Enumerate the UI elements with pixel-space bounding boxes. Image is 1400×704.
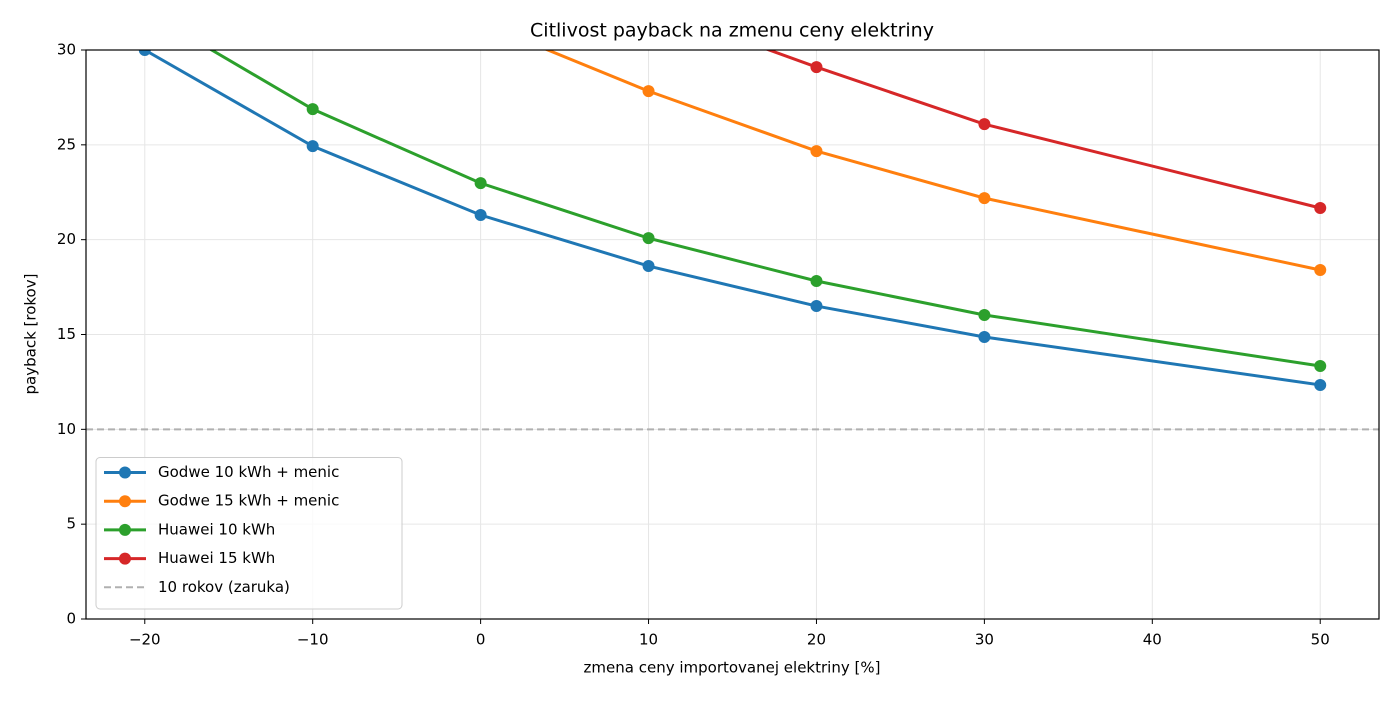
point bbox=[306, 140, 319, 153]
x-tick-label: 10 bbox=[639, 631, 658, 649]
legend-label: Godwe 10 kWh + menic bbox=[158, 463, 339, 481]
legend-label: Huawei 10 kWh bbox=[158, 520, 275, 538]
legend-marker bbox=[119, 495, 131, 508]
point bbox=[475, 16, 487, 28]
point bbox=[1314, 201, 1327, 214]
y-axis-label: payback [rokov] bbox=[22, 274, 40, 395]
x-tick-label: 0 bbox=[476, 631, 486, 649]
point bbox=[978, 330, 991, 343]
x-axis-label: zmena ceny importovanej elektriny [%] bbox=[584, 659, 881, 677]
legend-marker bbox=[119, 552, 131, 565]
legend-box bbox=[95, 457, 403, 610]
plot-area bbox=[86, 0, 1379, 431]
point bbox=[1314, 378, 1327, 391]
y-tick-label: 25 bbox=[57, 135, 76, 153]
y-tick-label: 5 bbox=[66, 515, 76, 533]
point bbox=[139, 5, 151, 17]
y-tick-label: 30 bbox=[57, 41, 76, 59]
point bbox=[474, 209, 487, 222]
legend-marker bbox=[119, 466, 131, 479]
point bbox=[978, 192, 991, 205]
series-line bbox=[208, 50, 1321, 368]
point bbox=[1314, 264, 1327, 277]
x-tick-label: 40 bbox=[1143, 631, 1162, 649]
legend-label: Godwe 15 kWh + menic bbox=[158, 492, 339, 510]
chart-title: Citlivost payback na zmenu ceny elektrin… bbox=[530, 20, 934, 42]
y-tick-label: 15 bbox=[57, 325, 76, 343]
point bbox=[642, 260, 655, 273]
point bbox=[138, 50, 151, 56]
y-tick-label: 0 bbox=[66, 610, 76, 628]
point bbox=[810, 275, 823, 288]
point bbox=[978, 118, 991, 131]
point bbox=[978, 308, 991, 321]
x-tick-label: 30 bbox=[975, 631, 994, 649]
x-tick-label: 50 bbox=[1311, 631, 1330, 649]
legend-marker bbox=[119, 523, 131, 536]
y-tick-label: 10 bbox=[57, 420, 76, 438]
point bbox=[810, 61, 823, 74]
x-tick-label: −20 bbox=[129, 631, 161, 649]
series-line bbox=[764, 50, 1321, 210]
point bbox=[810, 300, 823, 313]
point bbox=[642, 232, 655, 245]
legend-label: Huawei 15 kWh bbox=[158, 549, 275, 567]
point bbox=[810, 145, 823, 158]
plot-frame bbox=[85, 49, 1380, 620]
x-tick-label: −10 bbox=[297, 631, 329, 649]
point bbox=[474, 177, 487, 190]
series-line bbox=[543, 50, 1321, 272]
point bbox=[643, 0, 655, 12]
point bbox=[642, 85, 655, 98]
point bbox=[306, 103, 319, 116]
point bbox=[1314, 359, 1327, 372]
y-tick-label: 20 bbox=[57, 230, 76, 248]
legend-label: 10 rokov (zaruka) bbox=[158, 578, 290, 596]
x-tick-label: 20 bbox=[807, 631, 826, 649]
